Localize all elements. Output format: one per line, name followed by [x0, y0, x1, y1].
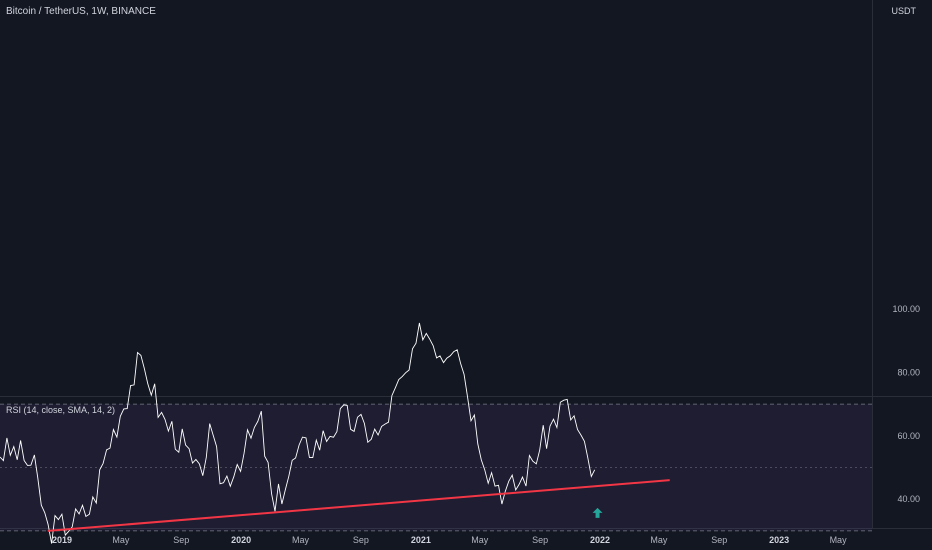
time-tick-label: 2023: [769, 535, 789, 545]
chart-title: Bitcoin / TetherUS, 1W, BINANCE: [6, 6, 156, 17]
time-tick-label: May: [112, 535, 130, 545]
time-tick-label: Sep: [532, 535, 548, 545]
time-tick-label: May: [471, 535, 489, 545]
rsi-tick-label: 100.00: [892, 304, 920, 314]
time-tick-label: Sep: [353, 535, 369, 545]
rsi-tick-label: 60.00: [897, 431, 920, 441]
time-tick-label: 2021: [411, 535, 431, 545]
rsi-tick-label: 80.00: [897, 367, 920, 377]
time-tick-label: Sep: [173, 535, 189, 545]
time-tick-label: May: [292, 535, 310, 545]
time-tick-label: May: [830, 535, 848, 545]
rsi-up-arrow-icon: [592, 507, 603, 518]
time-tick-label: May: [650, 535, 668, 545]
time-tick-label: Sep: [711, 535, 727, 545]
currency-label: USDT: [891, 6, 917, 16]
time-tick-label: 2022: [590, 535, 610, 545]
rsi-trendline: [47, 479, 670, 532]
rsi-line: [0, 322, 596, 544]
time-tick-label: 2019: [52, 535, 72, 545]
rsi-tick-label: 40.00: [897, 494, 920, 504]
time-tick-label: 2020: [231, 535, 251, 545]
rsi-title: RSI (14, close, SMA, 14, 2): [6, 405, 116, 415]
